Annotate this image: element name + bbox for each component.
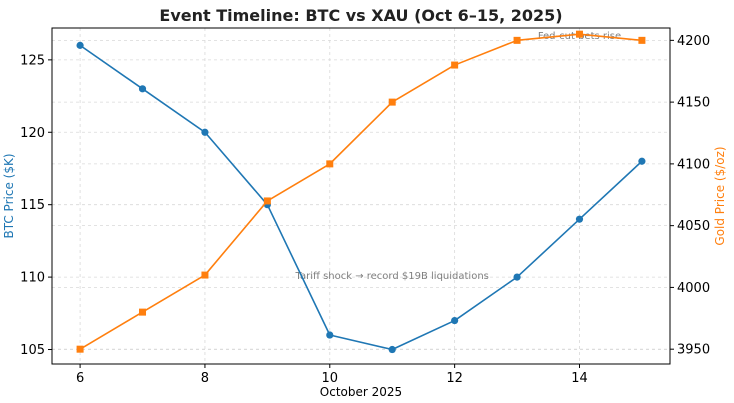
- data-point-btc: [575, 215, 584, 223]
- data-point-btc: [201, 128, 209, 136]
- x-tick-label: 14: [571, 371, 588, 386]
- data-point-btc: [326, 331, 334, 339]
- y-right-tick-label: 4050: [677, 219, 710, 234]
- data-point-xau: [76, 345, 84, 353]
- data-point-btc: [138, 85, 147, 93]
- x-tick-label: 6: [76, 371, 84, 386]
- y-right-tick-label: 3950: [677, 343, 710, 358]
- x-tick-label: 12: [446, 371, 463, 386]
- data-point-btc: [638, 157, 646, 165]
- series-line-xau: [79, 33, 642, 350]
- chart-title: Event Timeline: BTC vs XAU (Oct 6–15, 20…: [159, 6, 562, 25]
- y-left-tick-label: 115: [20, 198, 45, 213]
- data-point-xau: [513, 36, 521, 44]
- data-point-xau: [201, 271, 209, 279]
- data-point-xau: [451, 61, 459, 69]
- y-left-tick-label: 120: [20, 126, 45, 141]
- y-left-tick-label: 105: [20, 343, 45, 358]
- x-tick-label: 8: [201, 371, 209, 386]
- grid: [52, 28, 670, 364]
- y-right-tick-label: 4200: [677, 34, 710, 49]
- data-point-xau: [575, 30, 583, 38]
- data-point-xau: [388, 98, 396, 106]
- x-tick-label: 10: [322, 371, 339, 386]
- y-right-tick-label: 4150: [677, 96, 710, 111]
- plot-frame: [51, 27, 671, 365]
- data-point-xau: [326, 160, 334, 168]
- series: [76, 30, 646, 354]
- data-point-btc: [388, 345, 396, 354]
- data-point-btc: [513, 273, 521, 281]
- series-line-btc: [79, 44, 643, 351]
- data-point-xau: [263, 197, 271, 205]
- x-axis-title: October 2025: [320, 385, 402, 399]
- y-left-tick-label: 110: [20, 271, 45, 286]
- data-point-xau: [139, 308, 147, 316]
- data-point-btc: [76, 41, 84, 49]
- y-axis-right-title: Gold Price ($/oz): [713, 146, 727, 245]
- annotation-tariff-shock: Tariff shock → record $19B liquidations: [295, 271, 489, 282]
- y-right-tick-label: 4100: [677, 157, 710, 172]
- y-axis-left-title: BTC Price ($K): [2, 153, 16, 238]
- y-left-tick-label: 125: [20, 53, 45, 68]
- data-point-xau: [638, 36, 646, 44]
- annotations: Tariff shock → record $19B liquidations …: [295, 31, 622, 282]
- data-point-btc: [451, 316, 459, 325]
- y-right-tick-label: 4000: [677, 281, 710, 296]
- axes: 6 8 10 12 14 105 110 115 120 125 3950 4000 4050 4100 4…: [20, 27, 710, 386]
